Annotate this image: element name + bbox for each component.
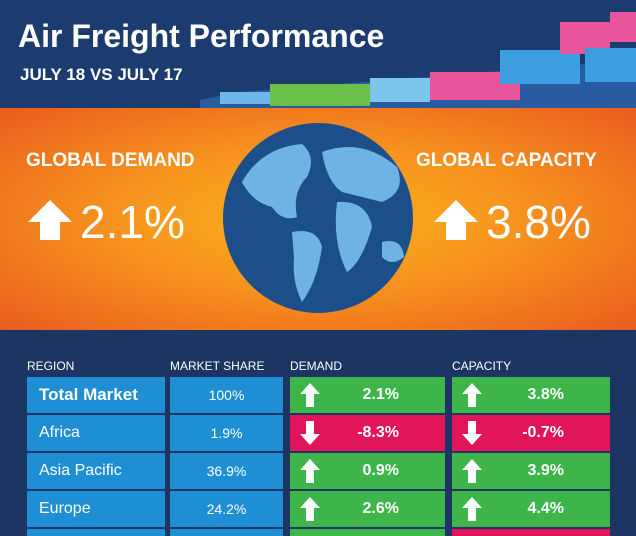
down-arrow — [300, 421, 320, 445]
up-arrow — [462, 459, 482, 483]
demand-value: 2.1% — [80, 196, 185, 248]
up-arrow — [28, 200, 72, 240]
region-cell: Africa — [27, 415, 165, 451]
region-cell: Europe — [27, 491, 165, 527]
column-header: MARKET SHARE — [170, 359, 265, 373]
partial-row — [290, 529, 445, 536]
partial-row — [27, 529, 165, 536]
up-arrow — [300, 497, 320, 521]
capacity-label: GLOBAL CAPACITY — [416, 150, 597, 171]
up-arrow — [434, 200, 478, 240]
capacity-cell: 3.9% — [452, 453, 610, 489]
capacity-cell: 4.4% — [452, 491, 610, 527]
up-arrow — [462, 383, 482, 407]
capacity-cell: 3.8% — [452, 377, 610, 413]
partial-row — [170, 529, 283, 536]
demand-cell: 2.6% — [290, 491, 445, 527]
demand-label: GLOBAL DEMAND — [26, 150, 195, 171]
up-arrow — [300, 459, 320, 483]
share-cell: 1.9% — [170, 415, 283, 451]
up-arrow — [462, 497, 482, 521]
capacity-value: 3.8% — [486, 196, 591, 248]
title: Air Freight Performance — [18, 18, 385, 54]
column-header: REGION — [27, 359, 75, 373]
share-cell: 100% — [170, 377, 283, 413]
column-header: CAPACITY — [452, 359, 512, 373]
demand-cell: -8.3% — [290, 415, 445, 451]
region-cell: Total Market — [27, 377, 165, 413]
subtitle: JULY 18 VS JULY 17 — [20, 65, 183, 84]
share-cell: 24.2% — [170, 491, 283, 527]
up-arrow — [300, 383, 320, 407]
demand-cell: 0.9% — [290, 453, 445, 489]
region-cell: Asia Pacific — [27, 453, 165, 489]
share-cell: 36.9% — [170, 453, 283, 489]
capacity-cell: -0.7% — [452, 415, 610, 451]
cube-decoration — [200, 12, 636, 108]
column-header: DEMAND — [290, 359, 343, 373]
down-arrow — [462, 421, 482, 445]
globe — [223, 123, 413, 313]
header — [0, 0, 636, 108]
partial-row — [452, 529, 610, 536]
demand-cell: 2.1% — [290, 377, 445, 413]
